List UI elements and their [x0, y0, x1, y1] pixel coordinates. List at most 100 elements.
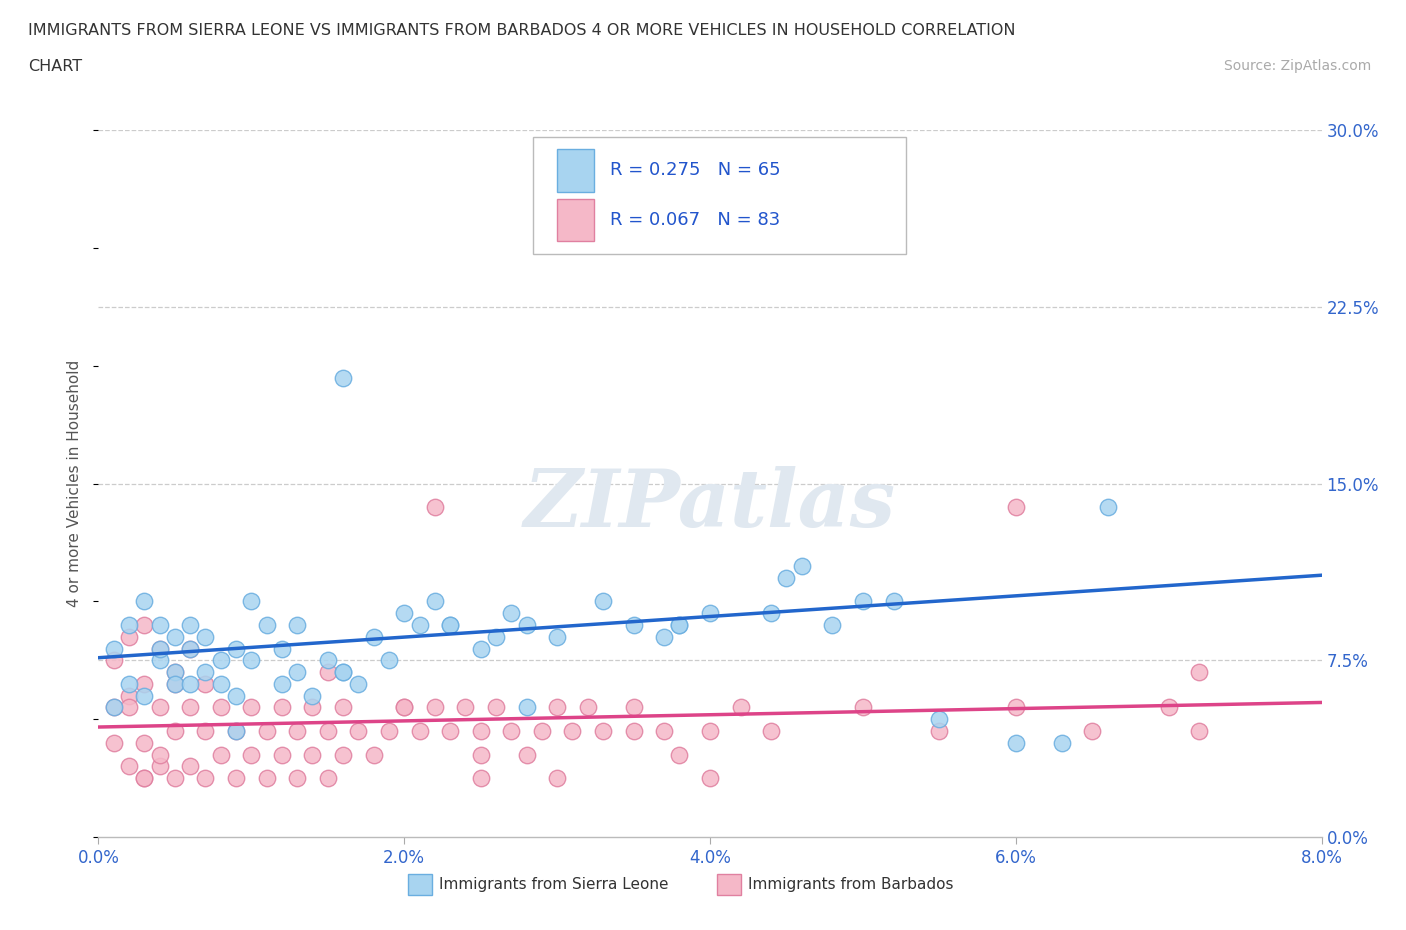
Point: [332, 370, 354, 385]
Point: [134, 688, 156, 703]
Point: [730, 181, 752, 196]
Point: [561, 724, 583, 738]
Point: [821, 618, 844, 632]
Point: [592, 724, 614, 738]
Point: [103, 653, 125, 668]
Point: [699, 771, 721, 786]
Point: [163, 630, 186, 644]
Point: [408, 724, 430, 738]
Point: [194, 771, 217, 786]
Point: [179, 700, 201, 715]
Point: [408, 618, 430, 632]
Point: [332, 665, 354, 680]
Point: [501, 724, 523, 738]
Point: [470, 771, 492, 786]
Point: [301, 747, 323, 762]
Point: [516, 700, 538, 715]
Point: [623, 724, 645, 738]
Point: [668, 618, 690, 632]
Point: [501, 605, 523, 620]
Point: [270, 641, 294, 656]
Point: [194, 630, 217, 644]
Point: [256, 618, 278, 632]
Point: [256, 771, 278, 786]
Point: [546, 771, 568, 786]
Point: [316, 771, 339, 786]
Point: [134, 771, 156, 786]
Point: [332, 665, 354, 680]
Point: [240, 594, 263, 609]
Point: [149, 641, 172, 656]
Point: [225, 724, 247, 738]
Point: [516, 747, 538, 762]
Point: [163, 771, 186, 786]
Point: [1188, 724, 1211, 738]
Point: [301, 688, 323, 703]
Point: [454, 700, 477, 715]
Point: [134, 594, 156, 609]
Point: [592, 594, 614, 609]
Point: [852, 700, 875, 715]
Point: [439, 618, 461, 632]
Point: [1097, 499, 1119, 514]
Point: [392, 700, 416, 715]
Point: [225, 771, 247, 786]
Point: [163, 676, 186, 691]
Point: [485, 630, 508, 644]
Point: [1157, 700, 1180, 715]
FancyBboxPatch shape: [533, 138, 905, 254]
Point: [134, 618, 156, 632]
Point: [118, 700, 141, 715]
Point: [1081, 724, 1104, 738]
Point: [423, 594, 446, 609]
Point: [883, 594, 905, 609]
Point: [179, 618, 201, 632]
Point: [759, 724, 782, 738]
Point: [347, 676, 370, 691]
Point: [699, 605, 721, 620]
Point: [423, 499, 446, 514]
Point: [118, 759, 141, 774]
Point: [759, 605, 782, 620]
Point: [149, 641, 172, 656]
Point: [623, 618, 645, 632]
Point: [209, 653, 232, 668]
Point: [134, 771, 156, 786]
Point: [530, 724, 553, 738]
Point: [149, 747, 172, 762]
Point: [240, 700, 263, 715]
Point: [256, 724, 278, 738]
Point: [928, 711, 950, 726]
Point: [668, 747, 690, 762]
FancyBboxPatch shape: [557, 199, 593, 241]
Point: [852, 594, 875, 609]
Point: [1004, 736, 1026, 751]
Point: [699, 724, 721, 738]
Text: R = 0.067   N = 83: R = 0.067 N = 83: [610, 211, 780, 229]
Point: [209, 700, 232, 715]
Point: [439, 618, 461, 632]
Point: [652, 630, 675, 644]
Point: [163, 676, 186, 691]
Point: [316, 653, 339, 668]
Point: [270, 747, 294, 762]
Point: [149, 700, 172, 715]
Point: [1050, 736, 1073, 751]
Point: [163, 665, 186, 680]
Text: IMMIGRANTS FROM SIERRA LEONE VS IMMIGRANTS FROM BARBADOS 4 OR MORE VEHICLES IN H: IMMIGRANTS FROM SIERRA LEONE VS IMMIGRAN…: [28, 23, 1015, 38]
Point: [134, 736, 156, 751]
FancyBboxPatch shape: [717, 874, 741, 895]
Point: [392, 700, 416, 715]
Point: [118, 688, 141, 703]
Point: [1188, 665, 1211, 680]
Point: [103, 700, 125, 715]
Point: [347, 724, 370, 738]
Point: [103, 641, 125, 656]
Point: [149, 653, 172, 668]
Point: [546, 700, 568, 715]
Point: [240, 653, 263, 668]
Point: [270, 676, 294, 691]
Point: [423, 700, 446, 715]
Point: [652, 724, 675, 738]
Point: [363, 630, 385, 644]
